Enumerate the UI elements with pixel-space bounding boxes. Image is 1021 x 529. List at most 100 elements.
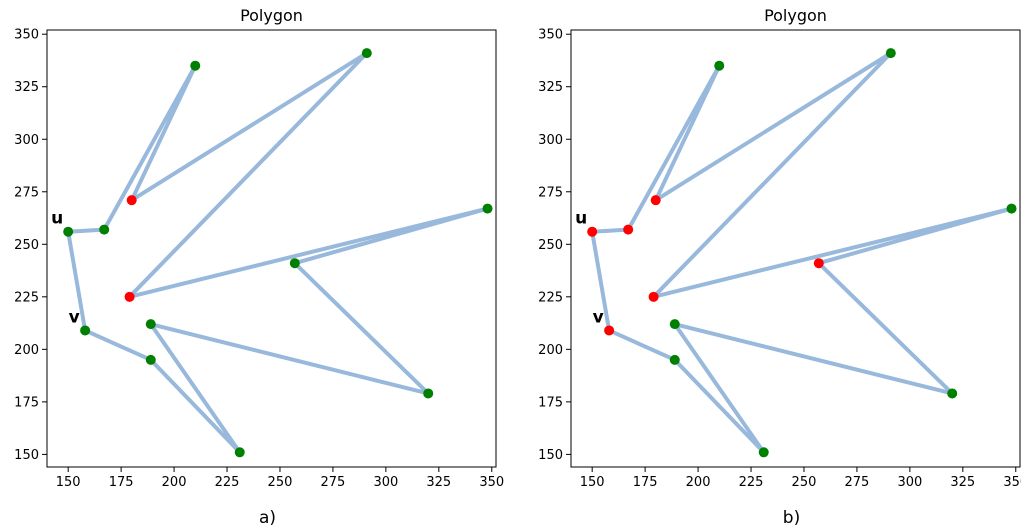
polygon-edge <box>672 322 955 396</box>
polygon-edge <box>653 51 893 203</box>
polygon-edge <box>292 261 431 396</box>
x-tick-label: 150 <box>56 475 81 490</box>
polygon-vertex <box>758 447 769 458</box>
polygon-vertex <box>423 388 434 399</box>
polygon-vertex <box>482 203 493 214</box>
y-tick-label: 250 <box>14 238 39 253</box>
x-tick-label: 175 <box>633 475 658 490</box>
vertex-label: v <box>69 307 80 327</box>
y-tick-label: 350 <box>538 28 563 43</box>
x-tick-label: 325 <box>950 475 975 490</box>
x-tick-label: 300 <box>897 475 922 490</box>
polygon-edge <box>651 51 893 299</box>
y-tick-label: 225 <box>538 290 563 305</box>
polygon-edge <box>127 51 369 299</box>
y-tick-label: 250 <box>538 238 563 253</box>
chart-title: Polygon <box>240 6 303 25</box>
x-tick-label: 250 <box>268 475 293 490</box>
polygon-vertex <box>623 224 634 235</box>
y-tick-label: 175 <box>538 395 563 410</box>
vertex-label: u <box>575 209 587 229</box>
polygon-vertex <box>604 325 615 336</box>
polygon-vertex <box>669 354 680 365</box>
y-tick-label: 300 <box>538 133 563 148</box>
polygon-vertex <box>1006 203 1017 214</box>
x-tick-label: 250 <box>792 475 817 490</box>
polygon-edge <box>129 63 198 203</box>
polygon-vertex <box>126 195 137 206</box>
polygon-edge <box>672 357 766 455</box>
panel-label: b) <box>783 508 800 528</box>
polygon-edge <box>653 63 722 203</box>
polygon-edge <box>590 229 612 333</box>
polygon-vertex <box>947 388 958 399</box>
polygon-edge <box>816 261 955 396</box>
x-tick-label: 200 <box>686 475 711 490</box>
polygon-vertex <box>124 291 135 302</box>
polygon-vertex <box>648 291 659 302</box>
polygon-vertex <box>587 226 598 237</box>
polygon-vertex <box>99 224 110 235</box>
polygon-vertex <box>145 319 156 330</box>
y-tick-label: 150 <box>14 448 39 463</box>
polygon-edge <box>590 227 631 234</box>
y-tick-label: 300 <box>14 133 39 148</box>
x-tick-label: 225 <box>215 475 240 490</box>
x-tick-label: 175 <box>109 475 134 490</box>
polygon-edge <box>607 328 677 362</box>
polygon-vertex <box>63 226 74 237</box>
y-tick-label: 225 <box>14 290 39 305</box>
vertex-label: v <box>593 307 604 327</box>
polygon-edge <box>102 63 198 232</box>
axes-frame <box>46 29 497 468</box>
y-tick-label: 350 <box>14 28 39 43</box>
polygon-edge <box>66 227 107 234</box>
polygon-edge <box>127 206 490 299</box>
polygon-edge <box>148 322 431 396</box>
polygon-vertex <box>289 258 300 269</box>
polygon-vertex <box>650 195 661 206</box>
x-tick-label: 150 <box>580 475 605 490</box>
chart-panel-a: Polygon u v 150 175 200 225 250 275 300 325 350 150 1… <box>14 6 504 528</box>
polygon-vertex <box>885 48 896 59</box>
x-tick-label: 325 <box>426 475 451 490</box>
polygon-edge <box>672 322 766 455</box>
polygon-edge <box>651 206 1014 299</box>
y-tick-label: 325 <box>14 80 39 95</box>
polygon-edge <box>66 229 88 333</box>
polygon-vertex <box>714 60 725 71</box>
x-tick-label: 300 <box>373 475 398 490</box>
y-tick-label: 175 <box>14 395 39 410</box>
polygon-edge <box>148 357 242 455</box>
polygon-vertex <box>234 447 245 458</box>
polygon-vertex <box>813 258 824 269</box>
y-tick-label: 275 <box>14 185 39 200</box>
panel-label: a) <box>259 508 276 528</box>
vertex-label: u <box>51 209 63 229</box>
polygon-edge <box>83 328 153 362</box>
x-tick-label: 200 <box>162 475 187 490</box>
x-tick-label: 350 <box>479 475 504 490</box>
y-tick-label: 325 <box>538 80 563 95</box>
x-tick-label: 350 <box>1003 475 1021 490</box>
polygon-vertex <box>669 319 680 330</box>
polygon-vertex <box>361 48 372 59</box>
chart-panel-b: Polygon u v 150 175 200 225 250 275 300 325 350 150 1… <box>538 6 1021 528</box>
polygon-vertex <box>190 60 201 71</box>
y-tick-label: 200 <box>14 343 39 358</box>
polygon-edge <box>626 63 722 232</box>
polygon-vertex <box>145 354 156 365</box>
x-tick-label: 275 <box>845 475 870 490</box>
polygon-edge <box>148 322 242 455</box>
x-tick-label: 225 <box>739 475 764 490</box>
polygon-vertex <box>80 325 91 336</box>
x-tick-label: 275 <box>321 475 346 490</box>
polygon-edge <box>292 206 490 266</box>
y-tick-label: 275 <box>538 185 563 200</box>
y-tick-label: 200 <box>538 343 563 358</box>
axes-frame <box>570 29 1021 468</box>
chart-title: Polygon <box>764 6 827 25</box>
polygon-edge <box>129 51 369 203</box>
y-tick-label: 150 <box>538 448 563 463</box>
